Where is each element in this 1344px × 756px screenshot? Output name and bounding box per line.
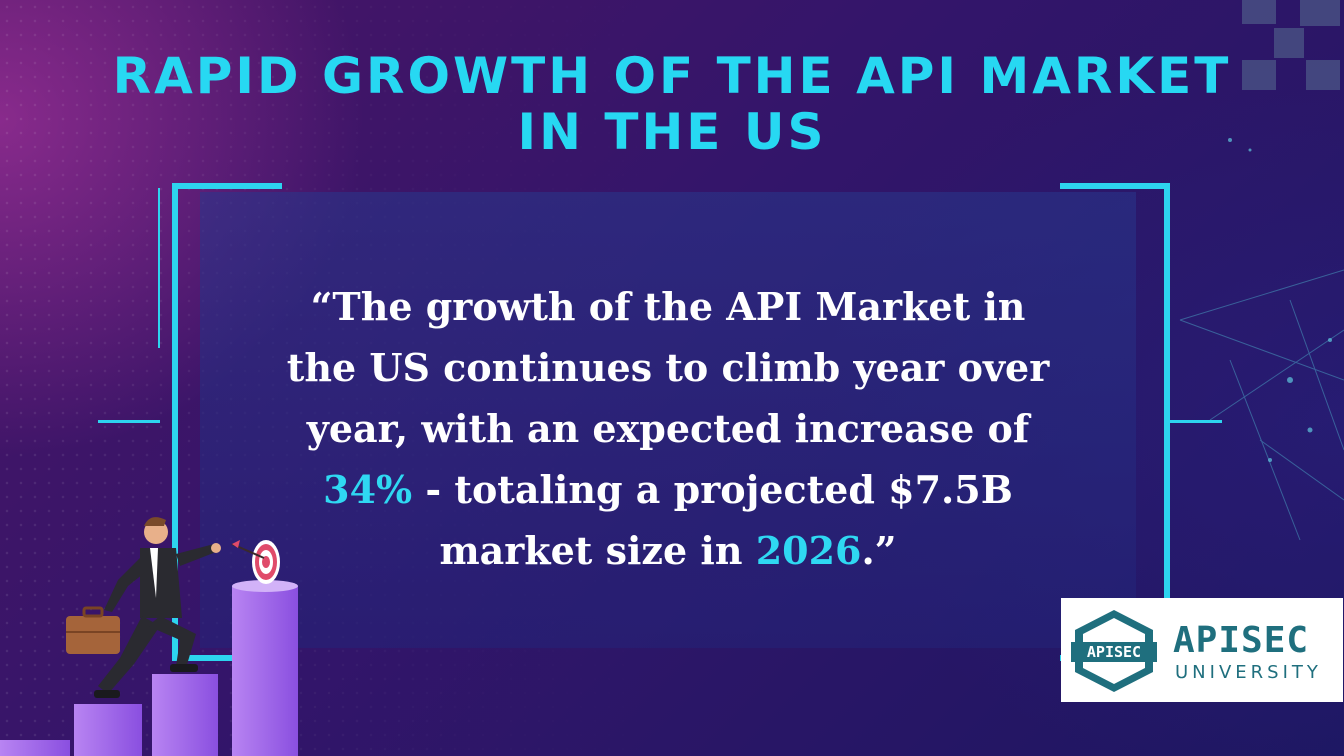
quote-line-4-rest: - totaling a projected $7.5B bbox=[412, 467, 1013, 512]
briefcase-icon bbox=[66, 606, 120, 654]
frame-thin-line-right bbox=[1166, 188, 1168, 348]
apisec-university-logo: APISEC APISEC UNIVERSITY bbox=[1061, 598, 1343, 702]
quote-panel bbox=[200, 192, 1136, 648]
logo-wordmark: APISEC bbox=[1173, 620, 1310, 661]
frame-left-bracket bbox=[172, 183, 282, 661]
frame-tick-left bbox=[98, 420, 160, 423]
pixel-decoration-icon bbox=[1242, 0, 1340, 90]
target-icon bbox=[252, 540, 280, 584]
logo-subtitle: UNIVERSITY bbox=[1175, 662, 1322, 683]
quote-line-4: 34% - totaling a projected $7.5B bbox=[206, 459, 1130, 520]
quote-line-1: “The growth of the API Market in bbox=[310, 284, 1026, 329]
quote-line-5: market size in 2026.” bbox=[206, 520, 1130, 581]
quote-line-3: year, with an expected increase of bbox=[306, 406, 1030, 451]
frame-thin-line-left bbox=[158, 188, 160, 348]
apisec-badge-icon: APISEC bbox=[1071, 610, 1157, 692]
quote-line-5-start: market size in bbox=[439, 528, 756, 573]
businessman-climbing-illustration bbox=[0, 517, 298, 756]
network-lines-decoration bbox=[1179, 138, 1344, 541]
page-title: RAPID GROWTH OF THE API MARKET IN THE US bbox=[112, 47, 1232, 161]
badge-text: APISEC bbox=[1087, 643, 1141, 661]
quote-text: “The growth of the API Market in the US … bbox=[206, 276, 1130, 581]
frame-tick-right bbox=[1166, 420, 1222, 423]
quote-line-5-end: .” bbox=[861, 528, 897, 573]
quote-line-2: the US continues to climb year over bbox=[286, 345, 1050, 390]
highlight-percent: 34% bbox=[323, 467, 413, 512]
highlight-year: 2026 bbox=[755, 528, 862, 573]
